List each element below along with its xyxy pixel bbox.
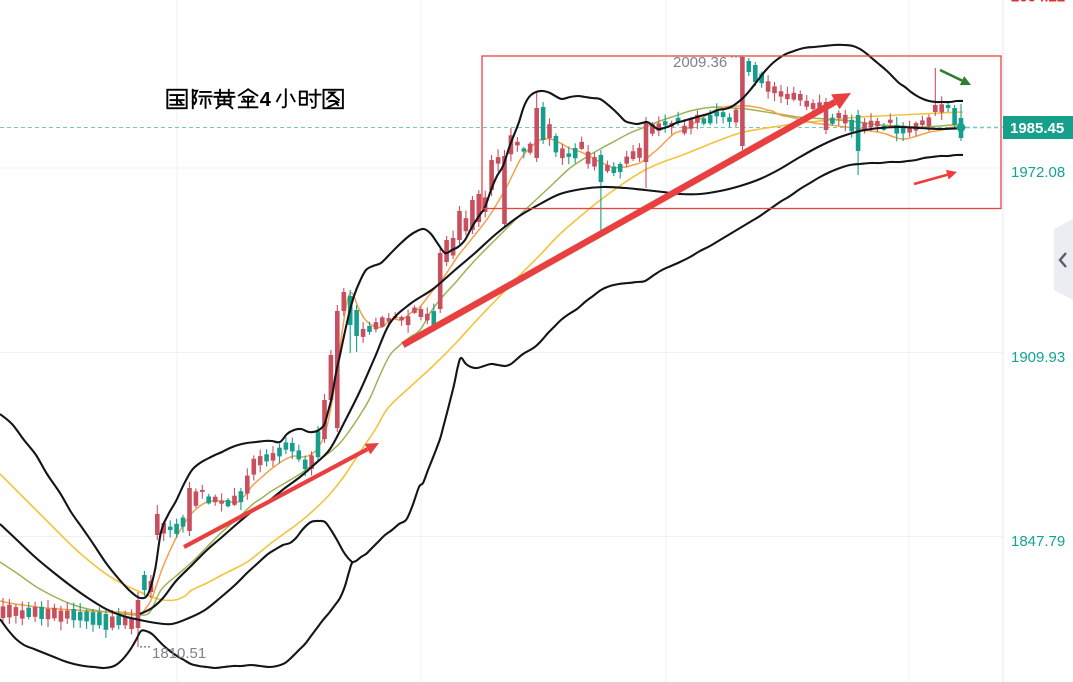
svg-text:2004.22: 2004.22 xyxy=(1011,0,1065,6)
svg-text:1972.08: 1972.08 xyxy=(1011,164,1065,181)
svg-text:2009.36: 2009.36 xyxy=(673,54,727,71)
svg-text:1810.51: 1810.51 xyxy=(152,645,206,662)
svg-text:4: 4 xyxy=(260,89,272,111)
svg-text:1909.93: 1909.93 xyxy=(1011,349,1065,366)
svg-text:1847.79: 1847.79 xyxy=(1011,533,1065,550)
svg-text:1985.45: 1985.45 xyxy=(1010,120,1064,137)
